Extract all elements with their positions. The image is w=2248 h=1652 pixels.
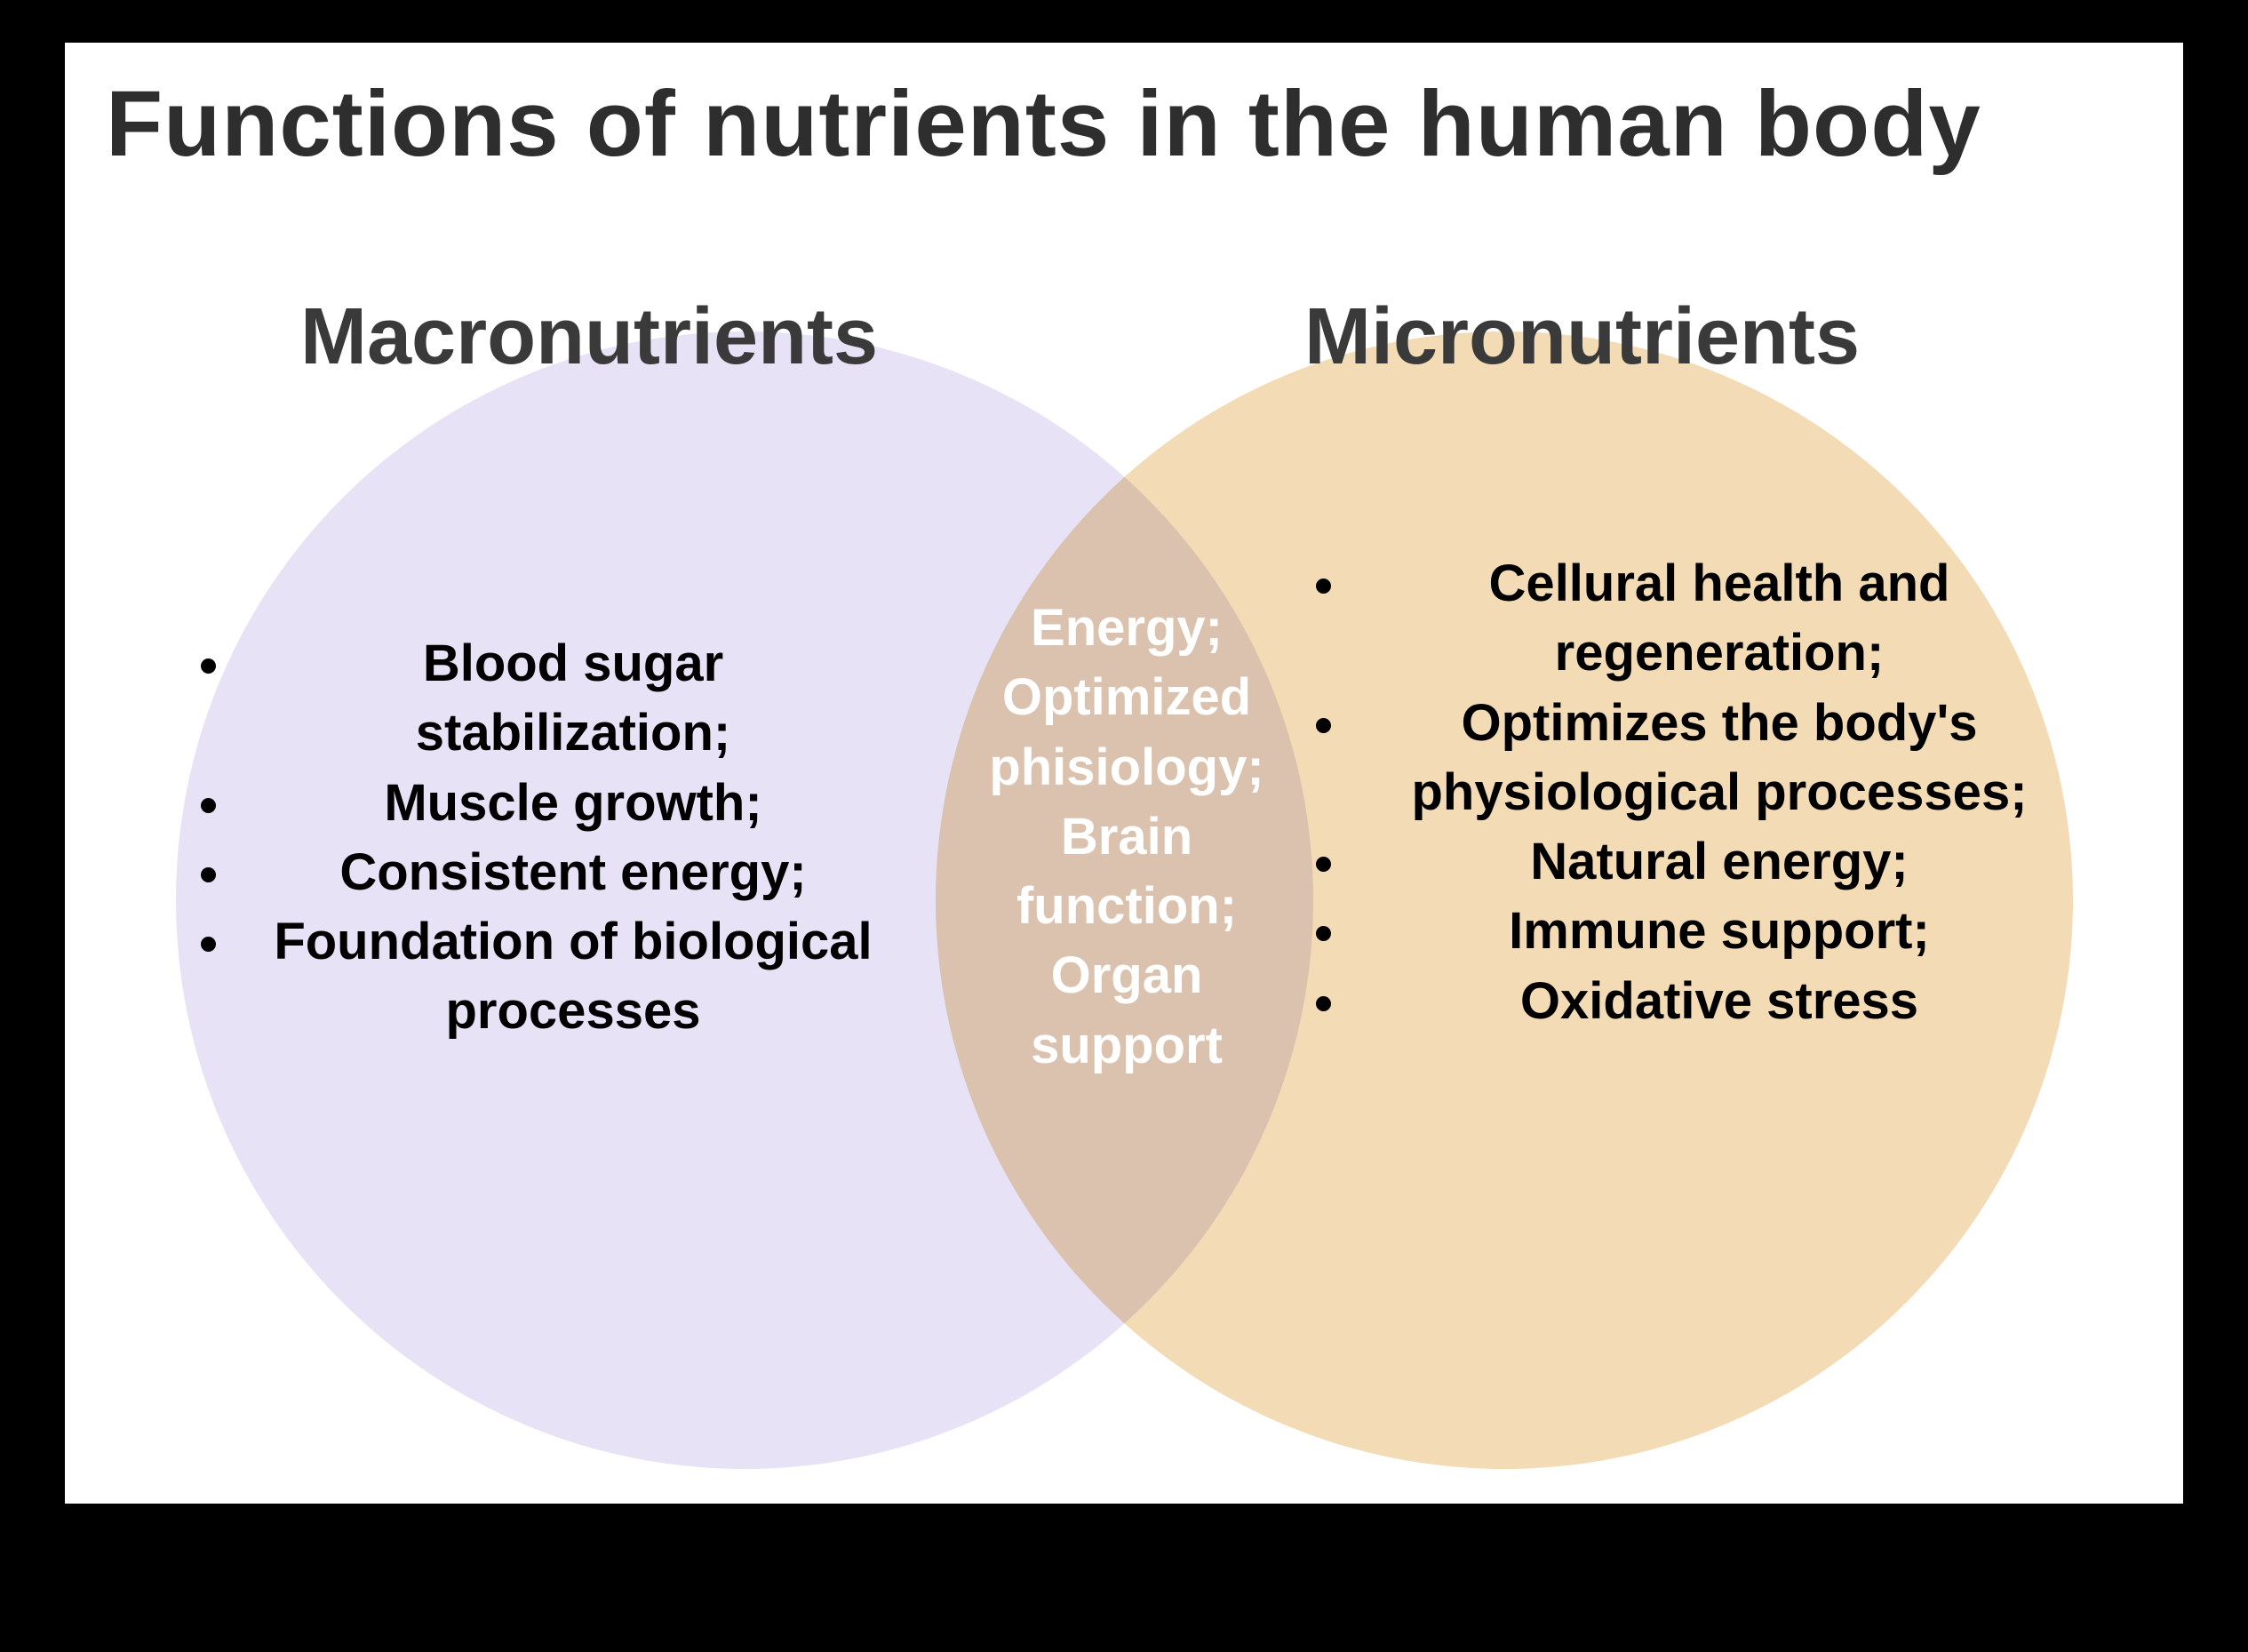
diagram-frame: Functions of nutrients in the human body… bbox=[49, 27, 2199, 1520]
list-micronutrients: Cellural health and regeneration;Optimiz… bbox=[1313, 549, 2051, 1036]
heading-micronutrients: Micronutrients bbox=[1304, 291, 1860, 383]
list-macronutrients: Blood sugar stabilization;Muscle growth;… bbox=[198, 629, 873, 1047]
venn-intersection-text: Energy; Optimized phisiology; Brain function… bbox=[962, 594, 1291, 1081]
list-item: Immune support; bbox=[1352, 897, 2051, 966]
list-item: Blood sugar stabilization; bbox=[237, 629, 873, 769]
intersection-line: Organ bbox=[1051, 946, 1203, 1004]
list-item: Muscle growth; bbox=[237, 769, 873, 838]
intersection-line: Energy; bbox=[1031, 599, 1223, 657]
intersection-line: Brain bbox=[1061, 808, 1192, 866]
intersection-line: phisiology; bbox=[989, 738, 1264, 796]
list-item: Oxidative stress bbox=[1352, 967, 2051, 1036]
list-item: Foundation of biological processes bbox=[237, 907, 873, 1047]
venn-diagram: Macronutrients Micronutrients Blood suga… bbox=[65, 43, 2183, 1504]
list-item: Natural energy; bbox=[1352, 827, 2051, 897]
intersection-line: support bbox=[1031, 1017, 1223, 1074]
list-item: Cellural health and regeneration; bbox=[1352, 549, 2051, 689]
heading-macronutrients: Macronutrients bbox=[300, 291, 878, 383]
intersection-line: Optimized bbox=[1002, 668, 1251, 726]
list-item: Optimizes the body's physiological proce… bbox=[1352, 689, 2051, 828]
list-item: Consistent energy; bbox=[237, 838, 873, 907]
intersection-line: function; bbox=[1016, 877, 1237, 935]
